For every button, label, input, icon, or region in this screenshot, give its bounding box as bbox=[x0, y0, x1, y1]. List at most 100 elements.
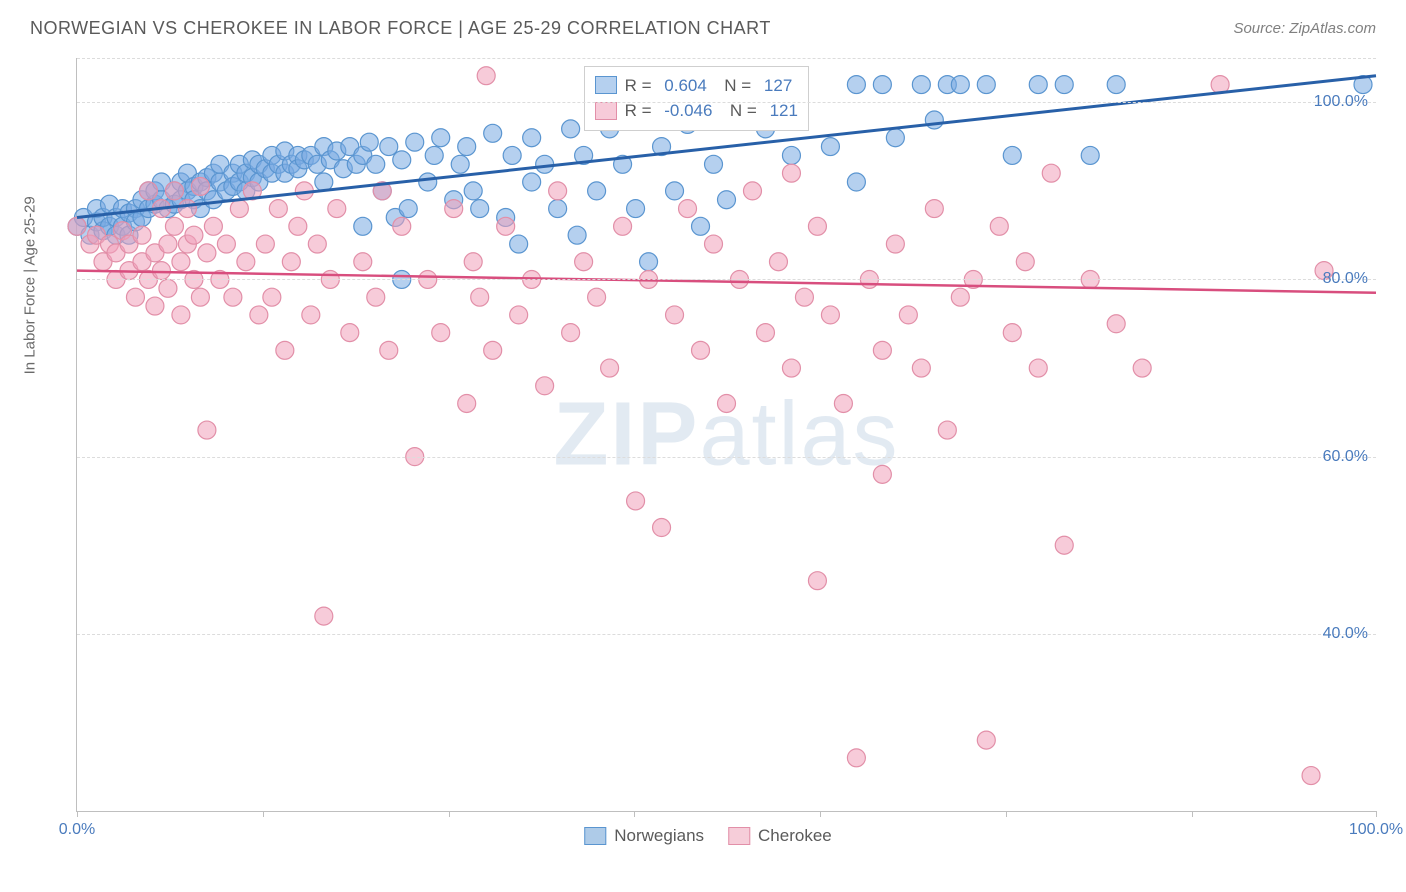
data-point bbox=[1107, 315, 1125, 333]
data-point bbox=[185, 226, 203, 244]
data-point bbox=[419, 173, 437, 191]
data-point bbox=[165, 182, 183, 200]
data-point bbox=[263, 288, 281, 306]
y-axis-label: In Labor Force | Age 25-29 bbox=[22, 196, 39, 374]
data-point bbox=[432, 324, 450, 342]
x-tick bbox=[634, 811, 635, 817]
data-point bbox=[237, 253, 255, 271]
data-point bbox=[308, 235, 326, 253]
data-point bbox=[380, 341, 398, 359]
data-point bbox=[204, 217, 222, 235]
legend-label: Cherokee bbox=[758, 826, 832, 846]
chart-container: In Labor Force | Age 25-29 ZIPatlas R = … bbox=[40, 58, 1376, 852]
data-point bbox=[718, 191, 736, 209]
data-point bbox=[523, 173, 541, 191]
data-point bbox=[198, 244, 216, 262]
data-point bbox=[847, 749, 865, 767]
x-tick bbox=[1376, 811, 1377, 817]
data-point bbox=[477, 67, 495, 85]
data-point bbox=[302, 306, 320, 324]
data-point bbox=[588, 288, 606, 306]
swatch-norwegians bbox=[584, 827, 606, 845]
data-point bbox=[1055, 536, 1073, 554]
x-tick bbox=[77, 811, 78, 817]
legend-label: Norwegians bbox=[614, 826, 704, 846]
swatch-icon bbox=[595, 76, 617, 94]
chart-header: NORWEGIAN VS CHEROKEE IN LABOR FORCE | A… bbox=[0, 0, 1406, 49]
data-point bbox=[575, 253, 593, 271]
data-point bbox=[536, 377, 554, 395]
data-point bbox=[1003, 146, 1021, 164]
y-tick-label: 80.0% bbox=[1323, 270, 1368, 288]
x-tick bbox=[1192, 811, 1193, 817]
data-point bbox=[899, 306, 917, 324]
scatter-svg bbox=[77, 58, 1376, 811]
legend-item-norwegians: Norwegians bbox=[584, 826, 704, 846]
legend-n-value: 127 bbox=[764, 73, 792, 99]
data-point bbox=[627, 492, 645, 510]
data-point bbox=[315, 173, 333, 191]
data-point bbox=[782, 164, 800, 182]
data-point bbox=[68, 217, 86, 235]
gridline bbox=[77, 634, 1376, 635]
data-point bbox=[821, 306, 839, 324]
data-point bbox=[1055, 76, 1073, 94]
data-point bbox=[165, 217, 183, 235]
data-point bbox=[445, 200, 463, 218]
data-point bbox=[399, 200, 417, 218]
legend-correlation-row: R = 0.604 N = 127 bbox=[595, 73, 798, 99]
data-point bbox=[808, 572, 826, 590]
data-point bbox=[464, 253, 482, 271]
data-point bbox=[133, 226, 151, 244]
gridline bbox=[77, 279, 1376, 280]
data-point bbox=[549, 200, 567, 218]
legend-r-value: 0.604 bbox=[664, 73, 707, 99]
data-point bbox=[432, 129, 450, 147]
data-point bbox=[510, 306, 528, 324]
data-point bbox=[458, 138, 476, 156]
data-point bbox=[159, 235, 177, 253]
y-tick-label: 60.0% bbox=[1323, 448, 1368, 466]
data-point bbox=[367, 288, 385, 306]
y-tick-label: 40.0% bbox=[1323, 625, 1368, 643]
data-point bbox=[1107, 76, 1125, 94]
gridline bbox=[77, 457, 1376, 458]
x-tick bbox=[449, 811, 450, 817]
data-point bbox=[951, 76, 969, 94]
data-point bbox=[315, 607, 333, 625]
data-point bbox=[1302, 767, 1320, 785]
data-point bbox=[873, 465, 891, 483]
data-point bbox=[503, 146, 521, 164]
data-point bbox=[172, 253, 190, 271]
data-point bbox=[782, 146, 800, 164]
data-point bbox=[938, 421, 956, 439]
data-point bbox=[743, 182, 761, 200]
data-point bbox=[614, 217, 632, 235]
swatch-cherokee bbox=[728, 827, 750, 845]
data-point bbox=[230, 200, 248, 218]
data-point bbox=[224, 288, 242, 306]
data-point bbox=[718, 395, 736, 413]
data-point bbox=[139, 182, 157, 200]
x-tick bbox=[263, 811, 264, 817]
data-point bbox=[834, 395, 852, 413]
data-point bbox=[679, 200, 697, 218]
data-point bbox=[640, 253, 658, 271]
y-tick-label: 100.0% bbox=[1314, 93, 1368, 111]
data-point bbox=[393, 151, 411, 169]
data-point bbox=[152, 262, 170, 280]
data-point bbox=[282, 253, 300, 271]
data-point bbox=[821, 138, 839, 156]
data-point bbox=[276, 341, 294, 359]
data-point bbox=[256, 235, 274, 253]
data-point bbox=[990, 217, 1008, 235]
data-point bbox=[756, 324, 774, 342]
data-point bbox=[393, 217, 411, 235]
data-point bbox=[341, 324, 359, 342]
legend-r-label: R = bbox=[625, 73, 657, 99]
data-point bbox=[627, 200, 645, 218]
data-point bbox=[562, 120, 580, 138]
correlation-legend: R = 0.604 N = 127 R = -0.046 N = 121 bbox=[584, 66, 809, 131]
data-point bbox=[471, 288, 489, 306]
plot-area: ZIPatlas R = 0.604 N = 127 R = -0.046 N … bbox=[76, 58, 1376, 812]
